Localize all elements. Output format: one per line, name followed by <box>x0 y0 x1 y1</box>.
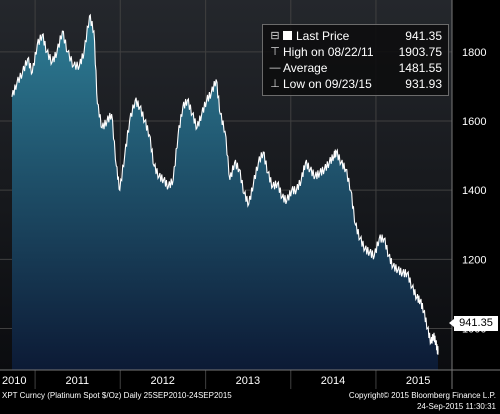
legend-label-last-price: Last Price <box>283 28 349 44</box>
legend-collapse-icon[interactable]: ⊟ <box>270 30 280 42</box>
y-axis-labels: 10001200140016001800 <box>462 47 486 336</box>
price-area <box>12 15 438 370</box>
footer-security-description: XPT Curncy (Platinum Spot $/Oz) Daily 25… <box>2 391 232 400</box>
y-tick-label: 1200 <box>462 254 486 266</box>
x-tick-label: 2015 <box>406 375 430 387</box>
footer-copyright: Copyright© 2015 Bloomberg Finance L.P. <box>348 391 496 400</box>
chart-footer: XPT Curncy (Platinum Spot $/Oz) Daily 25… <box>0 389 500 414</box>
legend-label-average: Average <box>283 61 328 75</box>
x-tick-label: 2010 <box>2 375 26 387</box>
legend-label-low: Low on 09/23/15 <box>283 77 372 91</box>
last-price-tag: 941.35 <box>449 316 498 331</box>
y-tick-label: 1400 <box>462 185 486 197</box>
legend-value-high: 1903.75 <box>398 45 442 59</box>
high-marker-icon: ⊤ <box>270 46 280 58</box>
price-line <box>11 13 439 355</box>
legend-value-average: 1481.55 <box>398 61 442 75</box>
white-square-icon <box>283 31 292 40</box>
x-tick-label: 2011 <box>65 375 89 387</box>
legend-value-low: 931.93 <box>405 77 442 91</box>
y-tick-label: 1600 <box>462 116 486 128</box>
legend-label-high: High on 08/22/11 <box>283 45 374 59</box>
legend-box: ⊟ Last Price 941.35 ⊤ High on 08/22/11 1… <box>262 24 449 96</box>
x-axis-labels: 2010 2011 2012 2013 2014 2015 <box>2 375 430 387</box>
legend-item-high: ⊤ High on 08/22/11 1903.75 <box>263 44 448 60</box>
x-tick-label: 2012 <box>150 375 174 387</box>
legend-value-last-price: 941.35 <box>405 29 442 43</box>
x-tick-label: 2013 <box>236 375 260 387</box>
footer-timestamp: 24-Sep-2015 11:30:31 <box>416 402 496 411</box>
legend-item-average: — Average 1481.55 <box>263 60 448 76</box>
y-tick-label: 1800 <box>462 47 486 59</box>
low-marker-icon: ⊥ <box>270 78 280 90</box>
legend-item-low: ⊥ Low on 09/23/15 931.93 <box>263 76 448 92</box>
x-tick-label: 2014 <box>321 375 345 387</box>
legend-item-last-price: ⊟ Last Price 941.35 <box>263 28 448 44</box>
average-marker-icon: — <box>269 62 281 74</box>
